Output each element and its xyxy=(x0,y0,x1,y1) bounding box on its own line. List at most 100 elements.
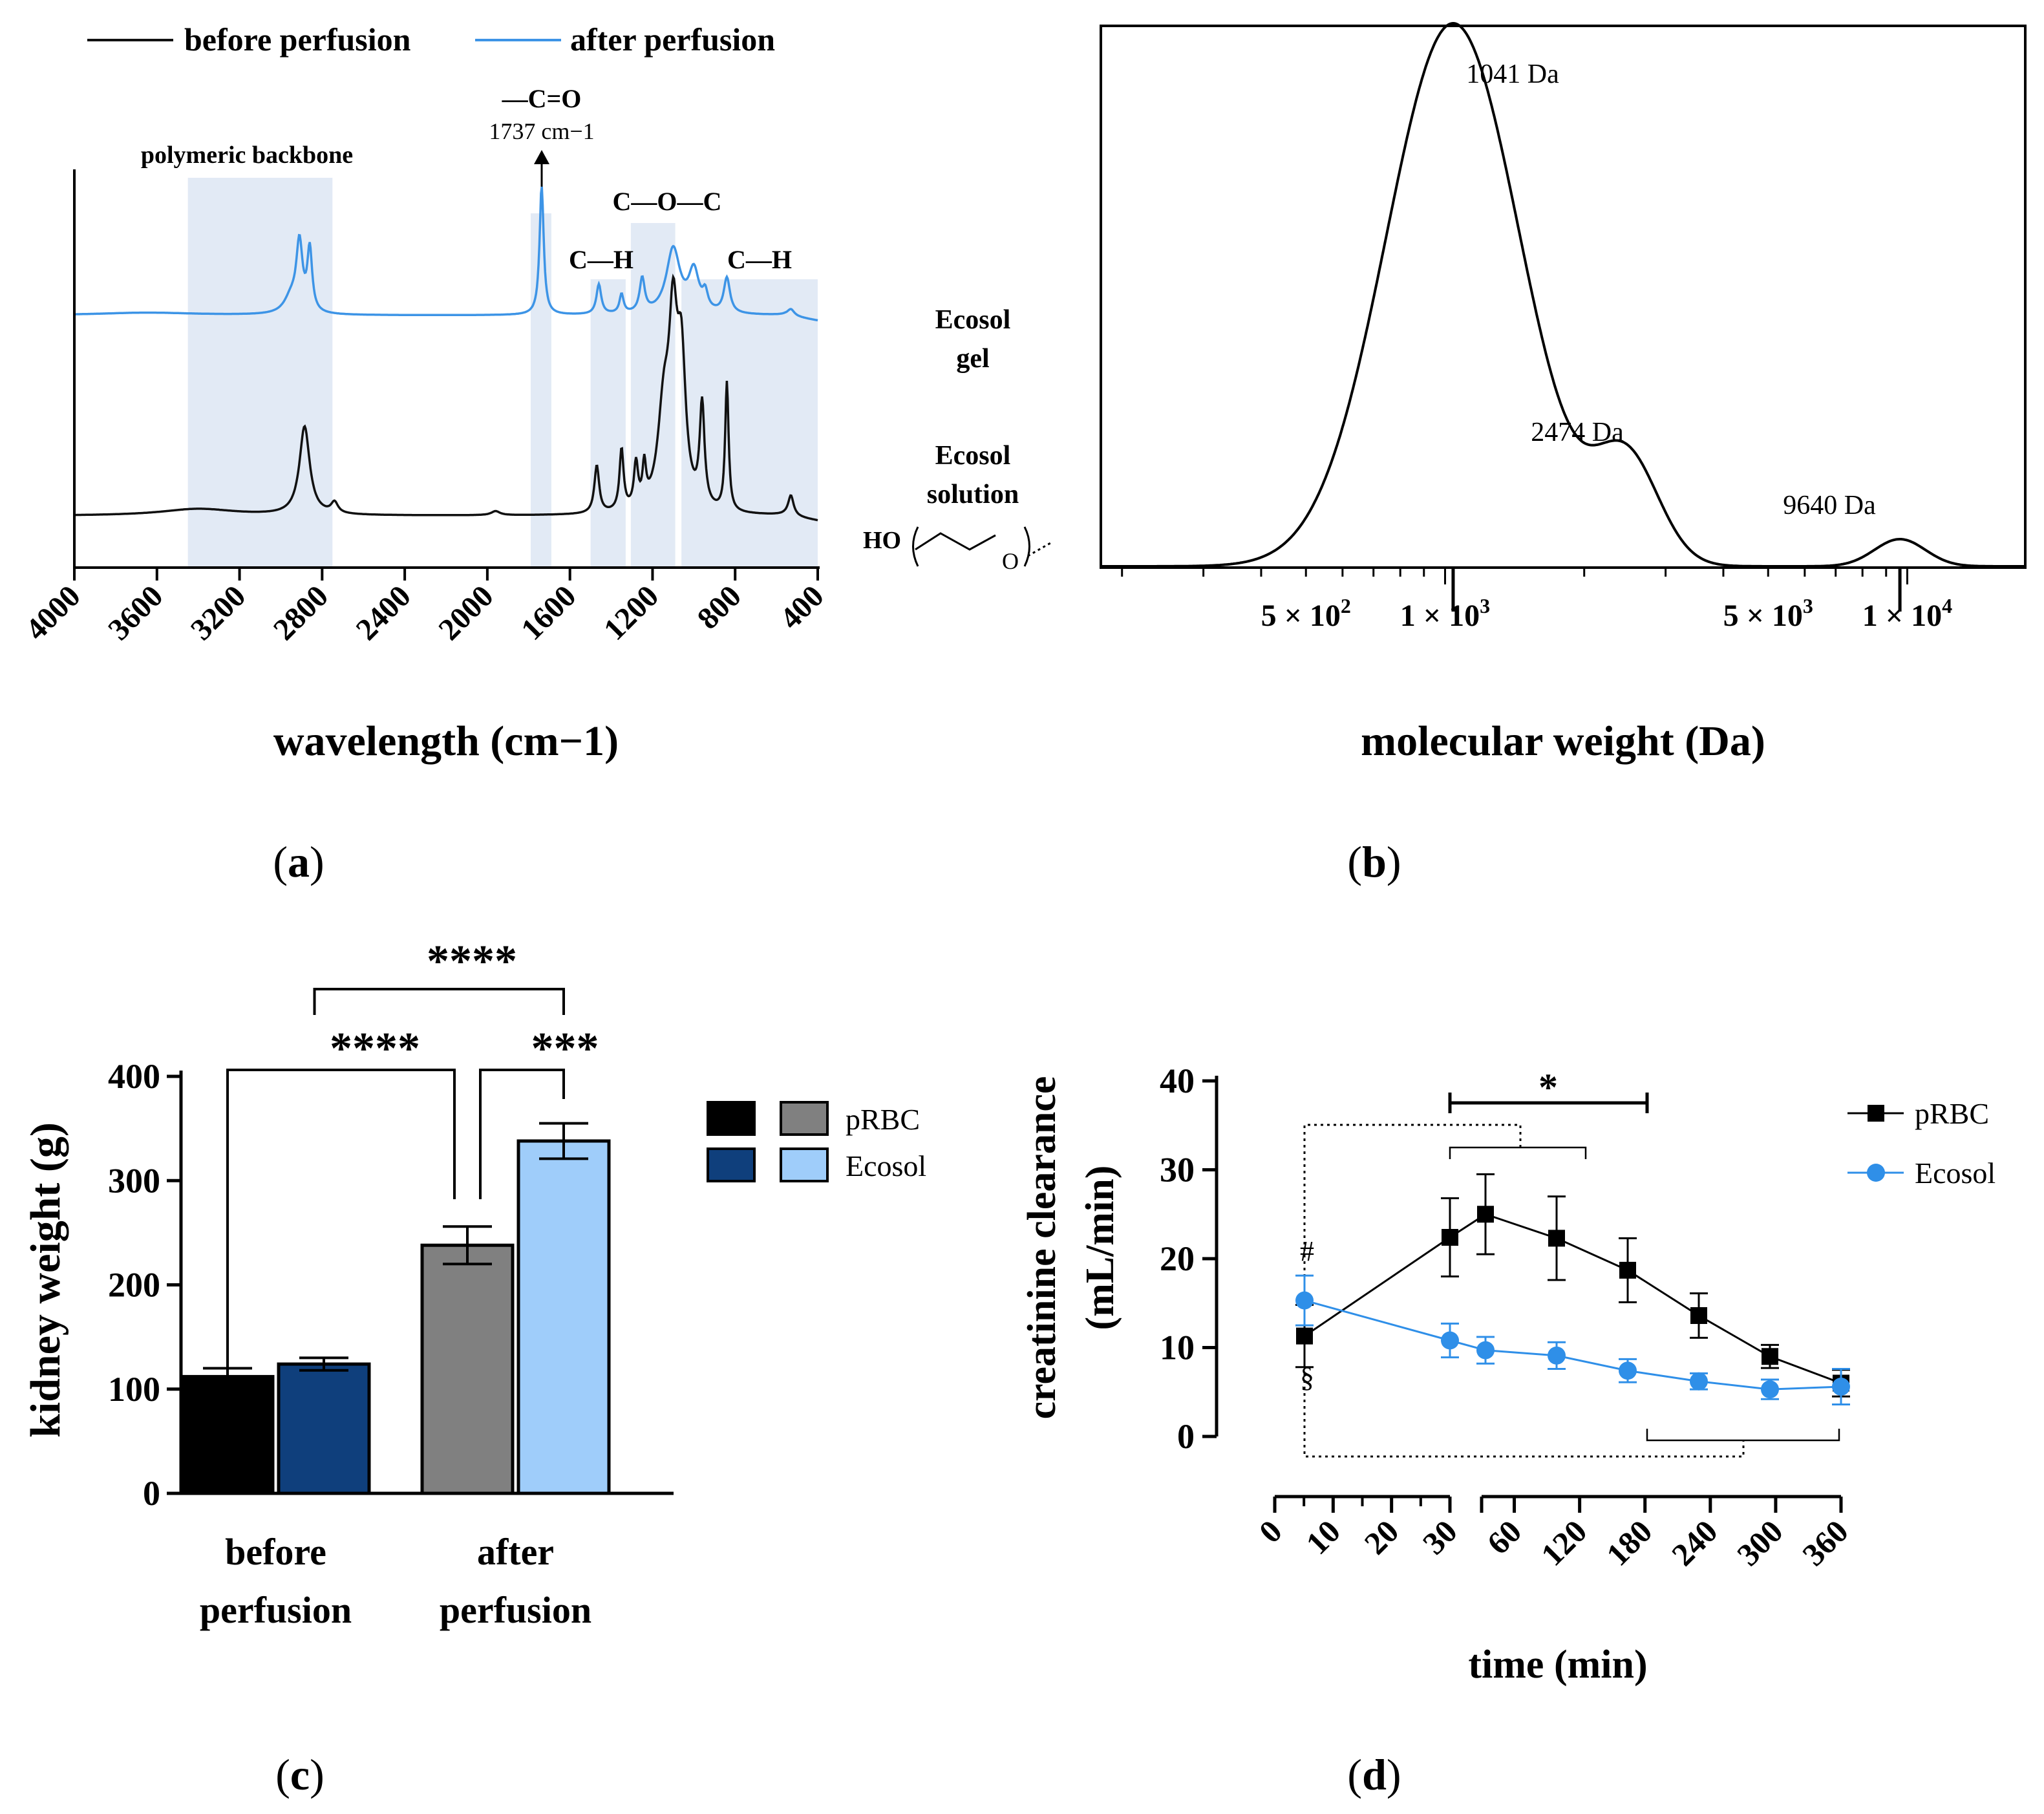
b-x-tick-labels: 5 × 102 1 × 103 5 × 103 1 × 104 xyxy=(1261,594,1953,633)
d-x-tick-label: 10 xyxy=(1299,1513,1347,1561)
d-legend-marker xyxy=(1868,1105,1884,1122)
d-series-line-ecosol xyxy=(1304,1299,1842,1391)
a-x-tick-label: 800 xyxy=(691,579,748,635)
panel-label-d: (d) xyxy=(1347,1750,1401,1799)
d-y-axis-title-line1: creatinine clearance xyxy=(1020,1076,1064,1420)
d-marker-ecosol xyxy=(1619,1361,1637,1380)
d-star-annotation: * xyxy=(1538,1066,1558,1109)
a-highlight-bands xyxy=(187,178,818,568)
c-y-tick-label: 200 xyxy=(108,1266,160,1305)
d-x-tick-label: 180 xyxy=(1599,1513,1659,1573)
b-x-tick-label: 5 × 102 xyxy=(1261,594,1351,633)
a-x-tick-label: 3200 xyxy=(184,579,252,646)
d-marker-ecosol xyxy=(1441,1331,1459,1350)
a-x-tick-label: 4000 xyxy=(19,579,87,646)
b-x-tick-label-exponent: 2 xyxy=(1341,594,1351,617)
c-bar-prbc xyxy=(420,1243,515,1495)
c-y-tick-label: 300 xyxy=(108,1161,160,1200)
b-x-ticks xyxy=(1121,568,1908,612)
a-structure-chain xyxy=(915,532,996,551)
d-x-ticks: 0 10 20 30 60 120 180 240 300 360 xyxy=(1252,1497,1855,1573)
d-marker-prbc xyxy=(1442,1229,1458,1246)
b-peak-label: 1041 Da xyxy=(1466,59,1559,89)
d-x-tick-label: 20 xyxy=(1357,1513,1405,1561)
a-x-tick-label: 1200 xyxy=(597,579,665,646)
a-label-ecosol-solution-line1: Ecosol xyxy=(935,441,1011,471)
a-x-tick-label: 1600 xyxy=(515,579,582,646)
d-marker-ecosol xyxy=(1690,1372,1708,1391)
a-label-ecosol-solution-line2: solution xyxy=(927,480,1019,509)
c-legend-swatch xyxy=(707,1147,756,1182)
b-x-tick-label-base: 1 × 10 xyxy=(1400,599,1480,633)
b-peak-labels: 1041 Da 2474 Da 9640 Da xyxy=(1466,59,1876,520)
c-y-tick-label: 0 xyxy=(143,1474,160,1513)
d-dotted-bracket-bottom xyxy=(1303,1374,1745,1458)
d-legend-label: pRBC xyxy=(1915,1097,1989,1130)
panel-a-ftir-spectrum: before perfusion after perfusion polymer… xyxy=(19,21,1051,765)
a-band-3 xyxy=(630,223,676,568)
c-significance-stars: *** xyxy=(531,1024,599,1074)
c-legend-swatch xyxy=(780,1147,829,1182)
d-marker-ecosol xyxy=(1476,1341,1495,1360)
c-category-label: perfusion xyxy=(440,1589,591,1631)
panel-label-b-letter: b xyxy=(1362,837,1387,886)
panel-c-kidney-weight: kidney weight (g) 0 100 200 300 400 before pe… xyxy=(22,937,926,1631)
a-legend-after-label: after perfusion xyxy=(570,21,775,58)
b-x-axis-title: molecular weight (Da) xyxy=(1361,718,1765,765)
a-series-after-perfusion xyxy=(74,186,818,322)
a-label-ecosol-gel-line2: gel xyxy=(956,344,989,374)
a-x-tick-label: 2800 xyxy=(267,579,335,646)
d-marker-ecosol xyxy=(1548,1346,1566,1365)
a-band-1 xyxy=(530,213,551,568)
d-y-tick-label: 10 xyxy=(1160,1328,1195,1367)
d-marker-ecosol xyxy=(1295,1291,1314,1310)
d-x-tick-label: 360 xyxy=(1795,1513,1855,1573)
a-x-ticks: 4000 3600 3200 2800 2400 2000 1600 1200 800 400 xyxy=(19,568,831,647)
d-marker-prbc xyxy=(1296,1327,1313,1345)
c-y-axis-title: kidney weight (g) xyxy=(22,1122,69,1438)
b-peak-label: 2474 Da xyxy=(1531,418,1624,447)
b-x-tick-label-base: 5 × 10 xyxy=(1723,599,1803,633)
b-x-tick-label: 1 × 104 xyxy=(1862,594,1952,633)
b-x-tick-label: 5 × 103 xyxy=(1723,594,1813,633)
a-x-tick-label: 2400 xyxy=(350,579,418,646)
c-significance-bracket xyxy=(313,988,565,1015)
d-marker-ecosol xyxy=(1761,1380,1779,1399)
panel-label-c: (c) xyxy=(275,1750,325,1799)
b-x-tick-label: 1 × 103 xyxy=(1400,594,1490,633)
d-section-annotation: § xyxy=(1300,1361,1314,1393)
c-x-category-labels: before perfusion after perfusion xyxy=(200,1531,591,1631)
a-label-ecosol-gel-line1: Ecosol xyxy=(935,305,1011,335)
d-y-tick-label: 20 xyxy=(1160,1239,1195,1278)
d-x-tick-label: 300 xyxy=(1730,1513,1790,1573)
d-marker-ecosol xyxy=(1832,1378,1850,1396)
d-y-tick-label: 40 xyxy=(1160,1062,1195,1100)
c-significance-stars: **** xyxy=(330,1024,420,1074)
d-solid-bracket-top xyxy=(1449,1146,1587,1159)
panel-label-a: (a) xyxy=(273,837,324,886)
d-series-line-prbc xyxy=(1304,1213,1842,1384)
panel-label-a-letter: a xyxy=(288,837,310,886)
d-x-tick-label: 0 xyxy=(1252,1513,1289,1550)
d-x-tick-label: 120 xyxy=(1534,1513,1594,1573)
d-marker-prbc xyxy=(1762,1348,1778,1365)
c-legend-swatch xyxy=(780,1101,829,1136)
a-peg-structure: HO O xyxy=(863,526,1051,574)
b-plot-frame xyxy=(1100,25,2027,569)
d-marker-prbc xyxy=(1477,1206,1494,1223)
a-structure-o-label: O xyxy=(1002,548,1019,574)
b-x-tick-label-exponent: 4 xyxy=(1942,594,1952,617)
a-legend-before-label: before perfusion xyxy=(184,21,411,58)
a-band-label-ch-2: C—H xyxy=(727,245,792,274)
c-y-tick-label: 400 xyxy=(108,1057,160,1096)
a-x-tick-label: 3600 xyxy=(101,579,169,646)
a-band-label-ch-1: C—H xyxy=(569,245,633,274)
c-legend-swatch xyxy=(707,1101,756,1136)
a-x-axis-title: wavelength (cm−1) xyxy=(273,718,619,765)
b-peak-label: 9640 Da xyxy=(1783,491,1876,520)
a-band-label-carbonyl-wavenumber: 1737 cm−1 xyxy=(489,118,594,144)
b-x-tick-label-exponent: 3 xyxy=(1480,594,1490,617)
d-legend: pRBC Ecosol xyxy=(1847,1097,1996,1190)
